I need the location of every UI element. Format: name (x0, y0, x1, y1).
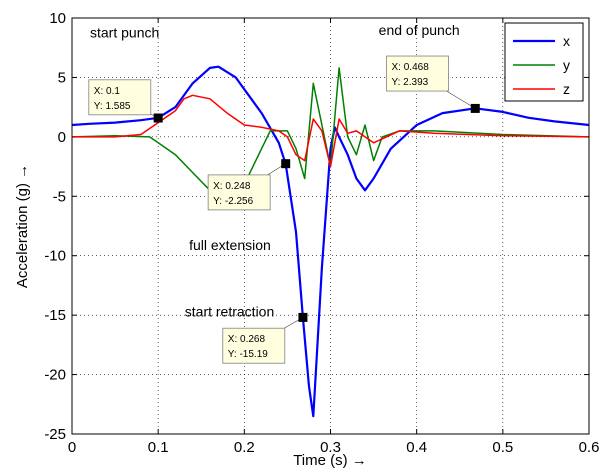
y-axis-label: Acceleration (g) → (14, 164, 31, 288)
datatip-1: X: 0.1 Y: 1.585 (88, 79, 163, 123)
datatip-marker (153, 113, 163, 123)
datatip-marker (470, 103, 480, 113)
series-x-line (71, 65, 590, 418)
x-tick-labels: 0 0.1 0.2 0.3 0.4 0.5 0.6 (68, 439, 600, 456)
legend-label-z: z (563, 81, 570, 97)
y-tick-label: 10 (49, 10, 66, 27)
x-tick-label: 0.4 (406, 439, 427, 456)
datatip-y-text: Y: 1.585 (94, 101, 131, 112)
y-tick-label: -25 (44, 426, 66, 443)
datatip-y-text: Y: 2.393 (392, 77, 429, 88)
x-tick-label: 0.1 (148, 439, 169, 456)
annotation-text: start punch (90, 24, 159, 40)
x-tick-label: 0 (68, 439, 76, 456)
y-tick-label: -10 (44, 248, 66, 265)
y-tick-label: 5 (58, 69, 66, 86)
annotation-text: full extension (189, 237, 271, 253)
y-tick-label: -5 (53, 188, 66, 205)
legend-box (504, 22, 584, 102)
annotation-text: end of punch (379, 22, 460, 38)
datatip-3: X: 0.268 Y: -15.19 (222, 312, 308, 364)
series-y-line (71, 67, 590, 198)
legend: xyz (504, 22, 584, 102)
datatip-box (222, 327, 286, 364)
series-z-line (72, 94, 590, 168)
x-axis-label: Time (s) → (293, 452, 367, 469)
datatip-y-text: Y: -15.19 (228, 349, 268, 360)
x-tick-label: 0.6 (579, 439, 600, 456)
legend-label-y: y (563, 57, 570, 73)
annotation-text: start retraction (185, 304, 274, 320)
datatip-layer: X: 0.1 Y: 1.585 X: 0.248 Y: -2.256 X: 0.268 Y… (88, 55, 480, 364)
legend-label-x: x (563, 33, 570, 49)
datatip-box (386, 55, 449, 92)
datatip-x-text: X: 0.1 (94, 86, 121, 97)
y-tick-label: 0 (58, 129, 66, 146)
datatip-y-text: Y: -2.256 (213, 196, 253, 207)
x-tick-label: 0.2 (234, 439, 255, 456)
datatip-box (207, 174, 271, 211)
x-tick-label: 0.5 (492, 439, 513, 456)
datatip-2: X: 0.248 Y: -2.256 (207, 159, 291, 211)
annotation-layer: start punch end of punch full extension sta… (90, 22, 460, 320)
datatip-marker (281, 159, 291, 169)
datatip-marker (298, 312, 308, 322)
y-tick-label: -20 (44, 367, 66, 384)
axes-frame (71, 17, 590, 435)
x-tick-label: 0.3 (320, 439, 341, 456)
y-tick-label: -15 (44, 307, 66, 324)
datatip-x-text: X: 0.468 (392, 62, 430, 73)
datatip-box (88, 79, 152, 116)
datatip-x-text: X: 0.248 (213, 181, 251, 192)
datatip-x-text: X: 0.268 (228, 334, 266, 345)
y-tick-labels: 10 5 0 -5 -10 -15 -20 -25 (44, 10, 66, 443)
datatip-4: X: 0.468 Y: 2.393 (386, 55, 480, 113)
series-layer (71, 65, 590, 418)
